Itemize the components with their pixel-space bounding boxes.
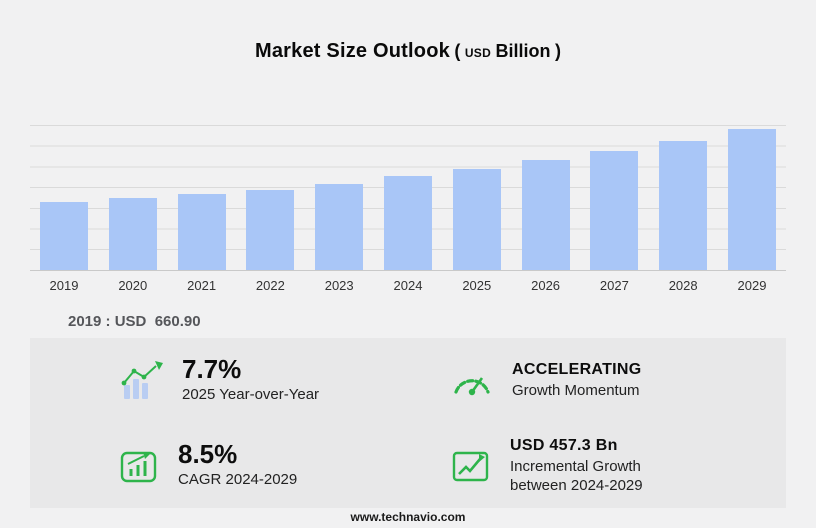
- bar: [590, 151, 639, 270]
- bar: [40, 202, 88, 270]
- incremental-label-line1: Incremental Growth: [510, 457, 641, 475]
- x-axis-label: 2026: [531, 278, 561, 293]
- yoy-value: 7.7%: [182, 353, 242, 384]
- x-axis-label: 2027: [599, 278, 629, 293]
- bar: [452, 169, 501, 270]
- stat-momentum: ACCELERATING Growth Momentum: [420, 338, 786, 423]
- cagr-value: 8.5%: [178, 438, 238, 469]
- title-currency-unit: USD: [464, 46, 492, 60]
- base-year-annotation: 2019 : USD 660.90: [68, 313, 201, 330]
- stats-panel: 7.7% 2025 Year-over-Year ACCELERATING Gr…: [30, 338, 786, 508]
- yoy-label: 2025 Year-over-Year: [182, 386, 320, 404]
- stat-yoy: 7.7% 2025 Year-over-Year: [30, 338, 420, 423]
- incremental-growth-icon: [450, 448, 492, 484]
- incremental-label-line2: between 2024-2029: [510, 476, 643, 494]
- stat-incremental: USD 457.3 Bn Incremental Growth between …: [420, 423, 786, 508]
- x-axis-label: 2028: [668, 278, 698, 293]
- bar: [108, 198, 157, 270]
- bar: [177, 194, 226, 270]
- title-open-paren: (: [454, 41, 461, 61]
- title-text: Market Size Outlook: [254, 40, 450, 62]
- momentum-value: ACCELERATING: [512, 361, 642, 379]
- cagr-chart-icon: [118, 447, 160, 485]
- stat-cagr: 8.5% CAGR 2024-2029: [30, 423, 420, 508]
- bar: [315, 184, 364, 270]
- x-axis-label: 2024: [393, 278, 423, 293]
- speedometer-icon: [450, 365, 494, 397]
- cagr-label: CAGR 2024-2029: [178, 471, 298, 489]
- market-size-bar-chart: 2019 2020 2021 2022 2023 2024 2025 2026 2027 2028…: [30, 125, 786, 297]
- x-axis-label: 2019: [49, 278, 79, 293]
- title-close-paren: ): [555, 41, 561, 61]
- x-axis-label: 2025: [462, 278, 492, 293]
- page-title: Market Size Outlook ( USD Billion ): [0, 40, 816, 63]
- incremental-value: USD 457.3 Bn: [510, 436, 618, 454]
- x-axis-label: 2021: [187, 278, 217, 293]
- momentum-label: Growth Momentum: [512, 382, 640, 400]
- x-axis-labels: 2019 2020 2021 2022 2023 2024 2025 2026 2027 2028…: [30, 278, 786, 293]
- bar: [727, 129, 776, 270]
- x-axis-label: 2029: [737, 278, 767, 293]
- bar: [246, 190, 295, 270]
- bar-series: [30, 125, 786, 270]
- x-axis-label: 2023: [324, 278, 354, 293]
- bar: [383, 176, 432, 270]
- website-url: www.technavio.com: [350, 510, 466, 524]
- title-unit: Billion: [495, 41, 551, 61]
- bar-growth-icon: [118, 360, 164, 401]
- x-axis-label: 2022: [255, 278, 285, 293]
- x-axis-label: 2020: [118, 278, 148, 293]
- bar: [659, 141, 708, 270]
- bar: [521, 160, 570, 270]
